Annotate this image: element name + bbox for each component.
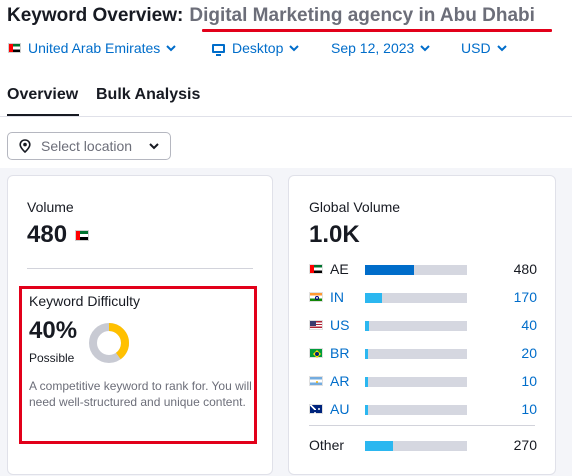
keyword-difficulty-description: A competitive keyword to rank for. You w… <box>29 379 252 409</box>
country-row-au: AU 10 <box>309 399 537 419</box>
country-filter-label: United Arab Emirates <box>28 40 161 56</box>
country-row-br: BR 20 <box>309 343 537 363</box>
device-filter-label: Desktop <box>232 40 284 56</box>
flag-au-icon <box>309 404 323 414</box>
location-select[interactable]: Select location <box>7 132 171 160</box>
other-divider <box>309 425 535 426</box>
country-bar-fill <box>365 349 369 359</box>
country-code[interactable]: AR <box>330 373 350 389</box>
country-bar-fill <box>365 405 369 415</box>
country-volume-value[interactable]: 40 <box>521 317 537 333</box>
flag-ae-icon <box>309 264 323 274</box>
country-code[interactable]: BR <box>330 345 350 361</box>
global-volume-card: Global Volume 1.0K AE 480 IN 170 US 40 BR 20 AR 1… <box>288 175 556 475</box>
flag-in-icon <box>309 292 323 302</box>
volume-card: Volume 480 Keyword Difficulty 40% Possib… <box>7 175 273 475</box>
card-divider <box>27 268 253 269</box>
keyword-difficulty-highlight-box: Keyword Difficulty 40% Possible A compet… <box>19 286 257 444</box>
country-bar-fill <box>365 265 414 275</box>
volume-value: 480 <box>27 221 90 249</box>
chevron-down-icon <box>420 44 431 51</box>
country-volume-value: 480 <box>513 261 537 277</box>
page-title-keyword: Digital Marketing agency in Abu Dhabi <box>189 5 535 26</box>
country-filter[interactable]: United Arab Emirates <box>8 40 177 56</box>
keyword-difficulty-label: Keyword Difficulty <box>29 293 141 309</box>
country-bar-track <box>365 349 467 359</box>
flag-us-icon <box>309 320 323 330</box>
volume-number: 480 <box>27 221 68 248</box>
country-bar-fill <box>365 293 383 303</box>
other-bar-track <box>365 441 467 451</box>
chevron-down-icon <box>166 44 177 51</box>
location-select-placeholder: Select location <box>41 138 133 154</box>
country-row-us: US 40 <box>309 315 537 335</box>
country-volume-value[interactable]: 10 <box>521 373 537 389</box>
global-volume-label: Global Volume <box>309 199 401 215</box>
country-bar-track <box>365 405 467 415</box>
country-row-ae: AE 480 <box>309 259 537 279</box>
other-label: Other <box>309 437 345 453</box>
other-bar-fill <box>365 441 393 451</box>
currency-filter[interactable]: USD <box>461 40 507 56</box>
keyword-highlight-underline <box>202 29 552 32</box>
flag-ar-icon <box>309 376 323 386</box>
country-bar-track <box>365 321 467 331</box>
date-filter-label: Sep 12, 2023 <box>331 40 415 56</box>
other-value: 270 <box>513 437 537 453</box>
country-code[interactable]: US <box>330 317 350 333</box>
keyword-difficulty-level: Possible <box>29 351 75 365</box>
volume-label: Volume <box>27 199 74 215</box>
country-volume-value[interactable]: 10 <box>521 401 537 417</box>
page-title-prefix: Keyword Overview: <box>7 5 184 26</box>
chevron-down-icon <box>149 143 159 150</box>
keyword-difficulty-value: 40% <box>29 317 78 344</box>
date-filter[interactable]: Sep 12, 2023 <box>331 40 431 56</box>
global-volume-value: 1.0K <box>309 221 360 248</box>
currency-filter-label: USD <box>461 40 491 56</box>
country-code: AE <box>330 261 349 277</box>
country-bar-track <box>365 293 467 303</box>
country-code[interactable]: IN <box>330 289 344 305</box>
country-bar-track <box>365 377 467 387</box>
chevron-down-icon <box>289 44 300 51</box>
desktop-icon <box>212 43 225 56</box>
flag-ae-icon <box>75 229 90 241</box>
country-volume-value[interactable]: 20 <box>521 345 537 361</box>
difficulty-donut-fill <box>89 323 129 363</box>
country-bar-fill <box>365 377 369 387</box>
difficulty-donut-icon <box>89 323 129 363</box>
country-volume-value[interactable]: 170 <box>513 289 537 305</box>
tab-overview[interactable]: Overview <box>7 86 80 117</box>
location-pin-icon <box>19 139 31 153</box>
tab-divider <box>0 116 572 117</box>
chevron-down-icon <box>496 44 507 51</box>
flag-br-icon <box>309 348 323 358</box>
country-row-ar: AR 10 <box>309 371 537 391</box>
country-row-other: Other 270 <box>309 435 537 455</box>
tab-bulk-analysis[interactable]: Bulk Analysis <box>96 86 201 103</box>
page-title: Keyword Overview: Digital Marketing agenc… <box>7 5 535 27</box>
country-row-in: IN 170 <box>309 287 537 307</box>
country-code[interactable]: AU <box>330 401 350 417</box>
device-filter[interactable]: Desktop <box>212 40 300 56</box>
flag-ae-icon <box>8 43 21 53</box>
country-bar-track <box>365 265 467 275</box>
country-bar-fill <box>365 321 370 331</box>
